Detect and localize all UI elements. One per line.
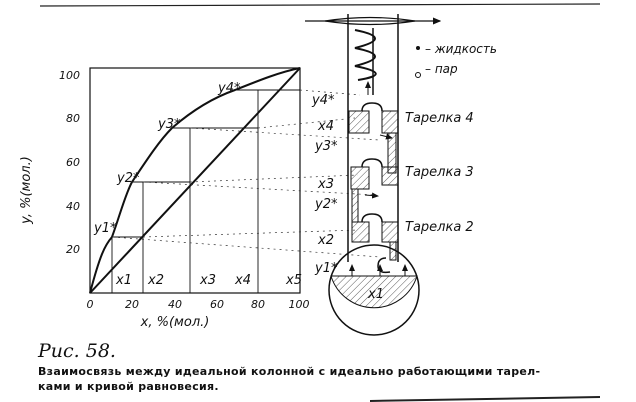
equilibrium-chart: 100 80 60 40 20 0 20 40 60 80 100 x, %(м… (19, 67, 381, 330)
y-tick-20: 20 (66, 243, 80, 256)
stream-x3: x3 (317, 177, 334, 192)
liquid-dot-icon (416, 46, 420, 50)
bottom-rule (369, 396, 601, 402)
flask (328, 244, 420, 336)
caption-line-1: Взаимосвязь между идеальной колонной с и… (38, 365, 541, 378)
vapor-circle-icon (415, 72, 421, 78)
stream-x2: x2 (317, 233, 334, 248)
x-tick-20: 20 (125, 298, 139, 311)
x-tick-60: 60 (210, 298, 224, 311)
stream-y3: y3* (314, 139, 338, 154)
stream-y2: y2* (314, 197, 338, 212)
plate-3-label: Тарелка 3 (405, 165, 474, 180)
connector-lines (111, 89, 381, 258)
caption-line-2: ками и кривой равновесия. (38, 380, 219, 393)
y-tick-60: 60 (66, 156, 80, 169)
y-tick-80: 80 (66, 112, 80, 125)
label-y3: y3* (157, 117, 181, 132)
top-rule (39, 3, 601, 7)
label-y1: y1* (93, 221, 117, 236)
label-x2: x2 (147, 273, 164, 288)
flask-x1: x1 (367, 287, 384, 302)
plot-frame (89, 67, 301, 294)
diagonal-line (89, 67, 301, 294)
x-axis-label: x, %(мол.) (140, 315, 210, 330)
label-y2: y2* (116, 171, 140, 186)
label-x5: x5 (285, 273, 302, 288)
stream-x4: x4 (317, 119, 334, 134)
x-tick-100: 100 (289, 298, 310, 311)
figure-number: Рис. 58. (38, 340, 116, 362)
step-lines (111, 89, 300, 293)
label-x4: x4 (234, 273, 251, 288)
x-tick-80: 80 (251, 298, 265, 311)
legend-liquid: – жидкость (425, 42, 497, 56)
legend-vapor: – пар (425, 62, 458, 76)
label-x3: x3 (199, 273, 216, 288)
x-tick-40: 40 (168, 298, 182, 311)
stream-y1: y1* (314, 261, 338, 276)
figure-caption: Взаимосвязь между идеальной колонной с и… (38, 364, 618, 394)
stream-y4: y4* (311, 93, 335, 108)
plate-2-label: Тарелка 2 (405, 220, 474, 235)
label-x1: x1 (115, 273, 132, 288)
y-tick-40: 40 (66, 200, 80, 213)
plates (348, 110, 399, 261)
y-axis-label: y, %(мол.) (19, 156, 34, 225)
y-tick-100: 100 (59, 69, 80, 82)
distillation-column (305, 14, 442, 336)
label-y4: y4* (217, 81, 241, 96)
plate-4-label: Тарелка 4 (405, 111, 474, 126)
x-tick-0: 0 (87, 298, 94, 311)
condenser-coil (354, 29, 377, 81)
